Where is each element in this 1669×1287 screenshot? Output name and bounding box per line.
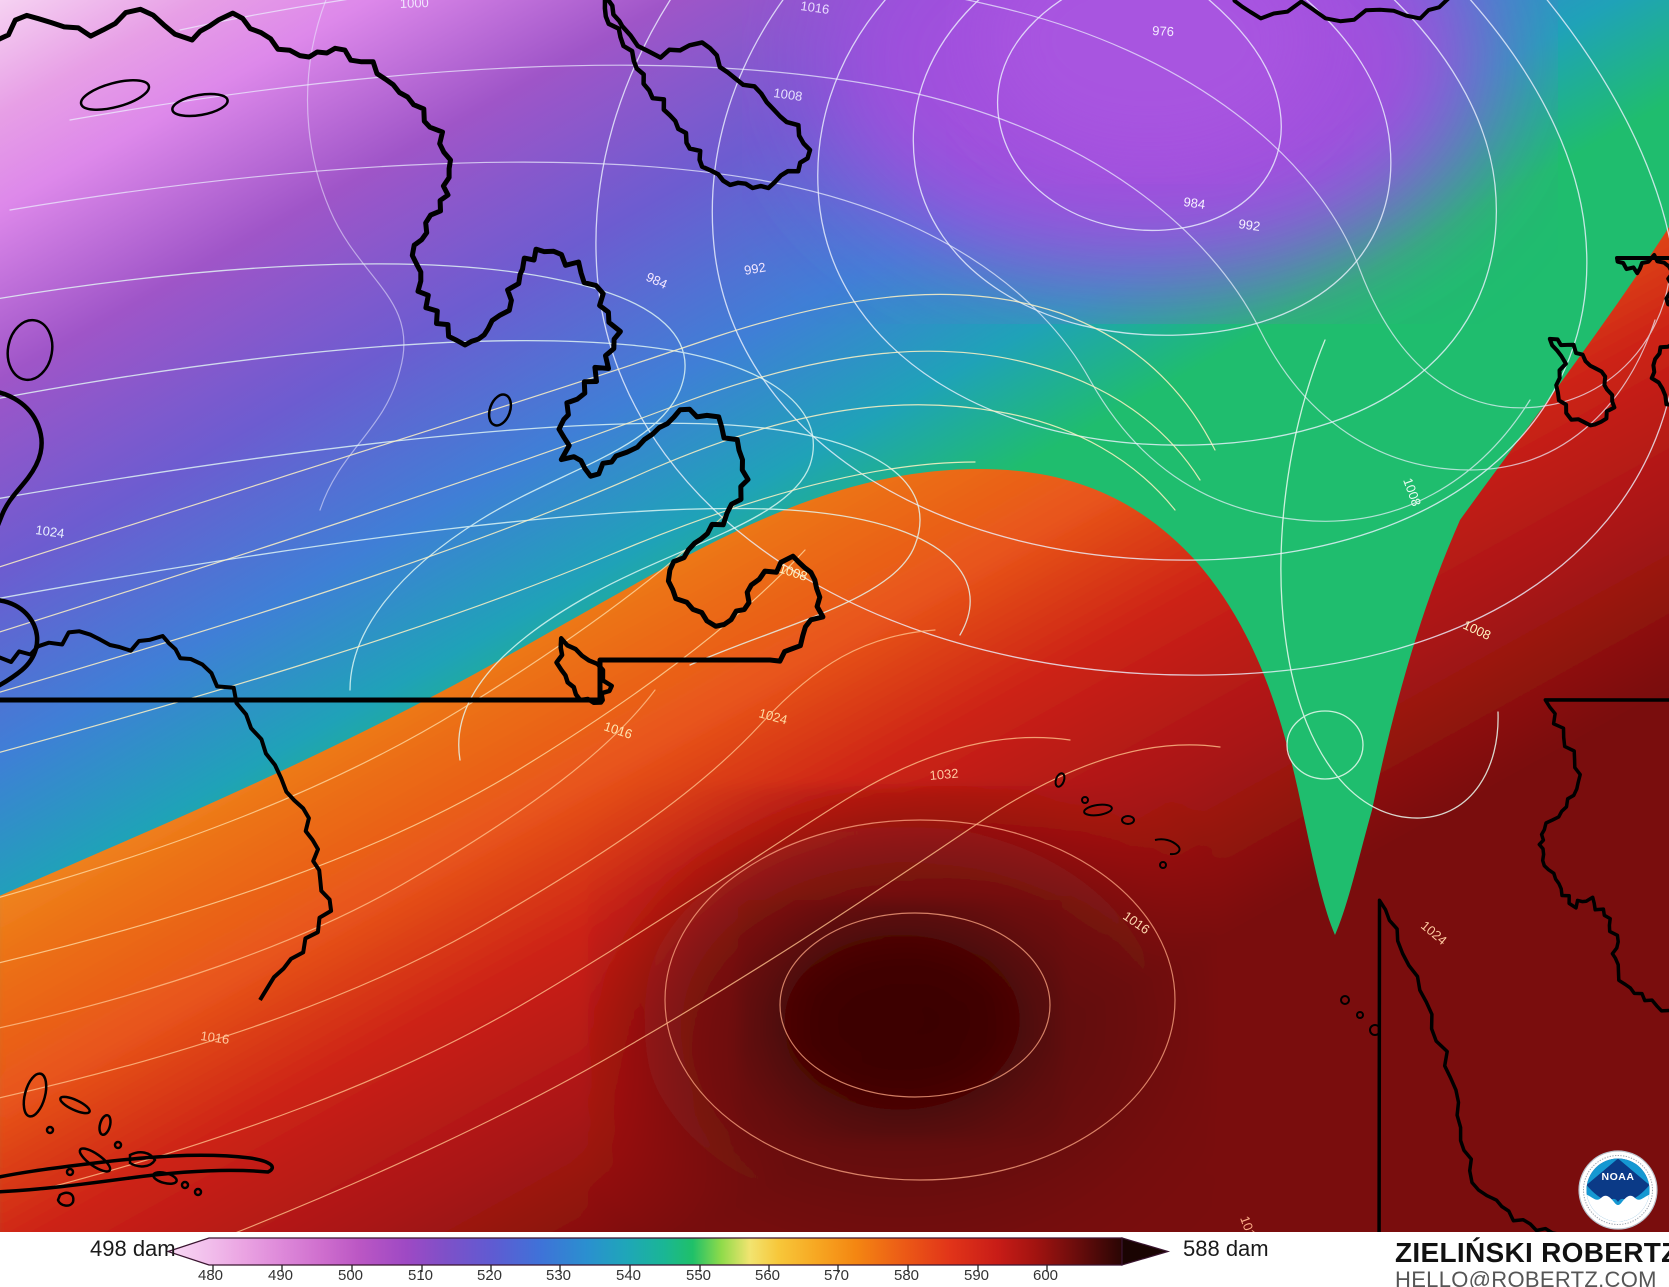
svg-text:NOAA: NOAA xyxy=(1602,1171,1635,1183)
